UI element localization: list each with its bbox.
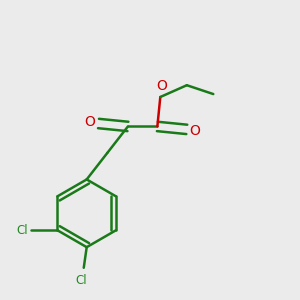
Text: Cl: Cl [75, 274, 87, 287]
Text: O: O [85, 115, 95, 129]
Text: Cl: Cl [16, 224, 28, 237]
Text: O: O [190, 124, 201, 138]
Text: O: O [156, 79, 167, 93]
